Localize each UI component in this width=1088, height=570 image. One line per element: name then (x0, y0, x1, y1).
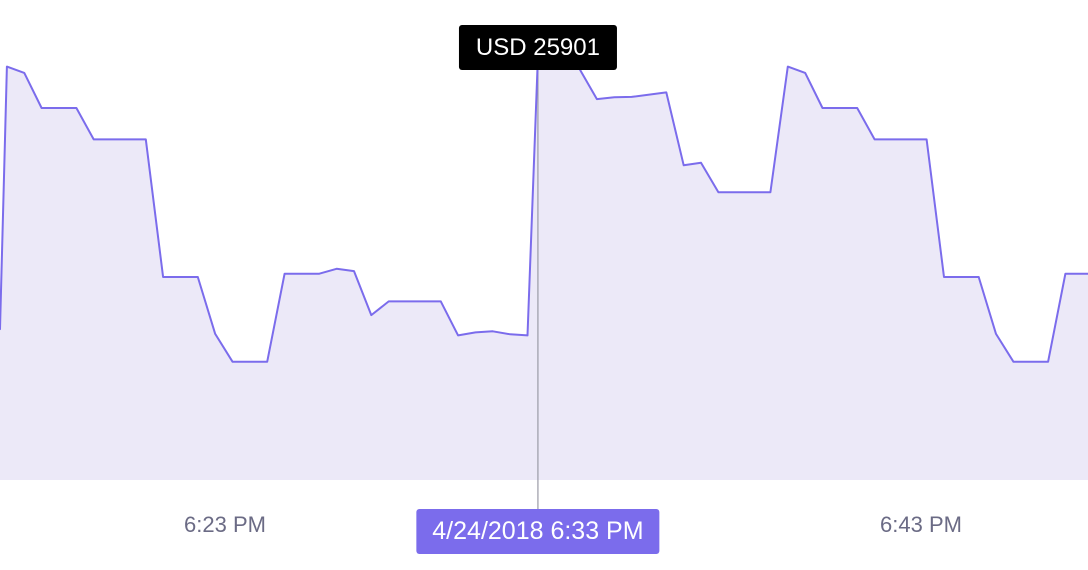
crosshair-date-badge: 4/24/2018 6:33 PM (416, 509, 660, 554)
x-tick-label-643: 6:43 PM (880, 512, 962, 537)
x-tick-label-623: 6:23 PM (184, 512, 266, 537)
series-line (0, 55, 1088, 363)
tooltip-value-badge: USD 25901 (458, 25, 617, 70)
series-area-fill (0, 56, 1088, 481)
